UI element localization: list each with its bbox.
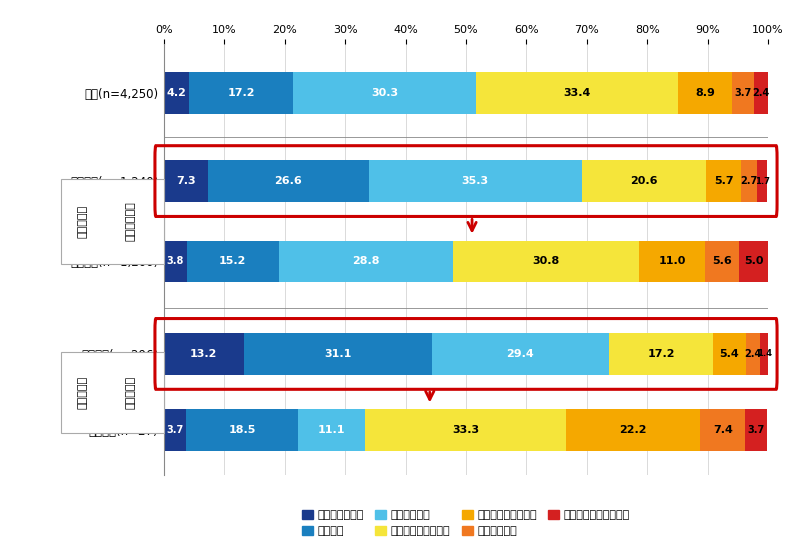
- Text: 1.7: 1.7: [755, 176, 770, 185]
- Bar: [369, 160, 582, 202]
- Text: 22.2: 22.2: [619, 425, 647, 435]
- Bar: [566, 410, 700, 451]
- Legend: 非常にそう思う, そう思う, ややそう思う, どちらともいえない, あまりそう思わない, そう思わない, まったくそう思わない: 非常にそう思う, そう思う, ややそう思う, どちらともいえない, あまりそう思…: [302, 510, 630, 536]
- Text: 13.2: 13.2: [190, 349, 218, 359]
- Bar: [294, 72, 476, 114]
- Text: 3.7: 3.7: [166, 425, 184, 435]
- Bar: [757, 160, 767, 202]
- Bar: [713, 333, 746, 375]
- Bar: [164, 72, 190, 114]
- Bar: [739, 240, 770, 282]
- Bar: [453, 240, 638, 282]
- Text: 31.1: 31.1: [324, 349, 351, 359]
- Bar: [700, 410, 745, 451]
- Bar: [638, 240, 705, 282]
- Text: 4.2: 4.2: [166, 88, 186, 98]
- Text: 26.6: 26.6: [274, 176, 302, 186]
- Bar: [190, 72, 294, 114]
- Bar: [754, 72, 769, 114]
- Text: 5.7: 5.7: [714, 176, 734, 186]
- Bar: [732, 72, 754, 114]
- Text: 15.2: 15.2: [219, 256, 246, 266]
- Text: 29.4: 29.4: [506, 349, 534, 359]
- Text: 30.8: 30.8: [532, 256, 559, 266]
- Text: 1.4: 1.4: [757, 350, 772, 359]
- Bar: [186, 410, 298, 451]
- Bar: [706, 160, 741, 202]
- Text: 17.2: 17.2: [227, 88, 255, 98]
- Text: 2.4: 2.4: [744, 349, 762, 359]
- Bar: [298, 410, 365, 451]
- Bar: [208, 160, 369, 202]
- FancyBboxPatch shape: [62, 351, 164, 433]
- Bar: [187, 240, 278, 282]
- Bar: [164, 160, 208, 202]
- Text: 社会的存在: 社会的存在: [78, 376, 87, 408]
- Text: 2.7: 2.7: [740, 176, 758, 186]
- Bar: [164, 240, 187, 282]
- Text: 3.8: 3.8: [166, 256, 184, 266]
- Text: 3.7: 3.7: [747, 425, 765, 435]
- Text: 17.2: 17.2: [647, 349, 675, 359]
- Text: 7.4: 7.4: [713, 425, 733, 435]
- Text: 28.8: 28.8: [352, 256, 379, 266]
- Bar: [582, 160, 706, 202]
- Text: 7.3: 7.3: [176, 176, 196, 186]
- Text: 意義への関心: 意義への関心: [126, 201, 136, 241]
- Text: 18.5: 18.5: [229, 425, 256, 435]
- Text: 2.4: 2.4: [753, 88, 770, 98]
- Text: 3.7: 3.7: [734, 88, 751, 98]
- Text: 5.4: 5.4: [719, 349, 739, 359]
- Text: 社会的存在: 社会的存在: [78, 205, 87, 238]
- Bar: [164, 333, 244, 375]
- Bar: [746, 333, 760, 375]
- Bar: [741, 160, 757, 202]
- Text: 33.4: 33.4: [563, 88, 591, 98]
- Bar: [244, 333, 431, 375]
- Bar: [678, 72, 732, 114]
- Text: 5.6: 5.6: [712, 256, 732, 266]
- Text: 30.3: 30.3: [371, 88, 398, 98]
- Text: 11.0: 11.0: [658, 256, 686, 266]
- Bar: [476, 72, 678, 114]
- Bar: [278, 240, 453, 282]
- Bar: [705, 240, 739, 282]
- Text: 35.3: 35.3: [462, 176, 489, 186]
- Bar: [745, 410, 767, 451]
- Bar: [760, 333, 769, 375]
- Text: 8.9: 8.9: [695, 88, 715, 98]
- Bar: [609, 333, 713, 375]
- Bar: [365, 410, 566, 451]
- Text: 5.0: 5.0: [744, 256, 764, 266]
- Text: 20.6: 20.6: [630, 176, 658, 186]
- Text: 11.1: 11.1: [318, 425, 346, 435]
- Text: 33.3: 33.3: [452, 425, 479, 435]
- Bar: [164, 410, 186, 451]
- Text: 意義の浸透: 意義の浸透: [126, 376, 136, 408]
- FancyBboxPatch shape: [62, 179, 164, 264]
- Bar: [431, 333, 609, 375]
